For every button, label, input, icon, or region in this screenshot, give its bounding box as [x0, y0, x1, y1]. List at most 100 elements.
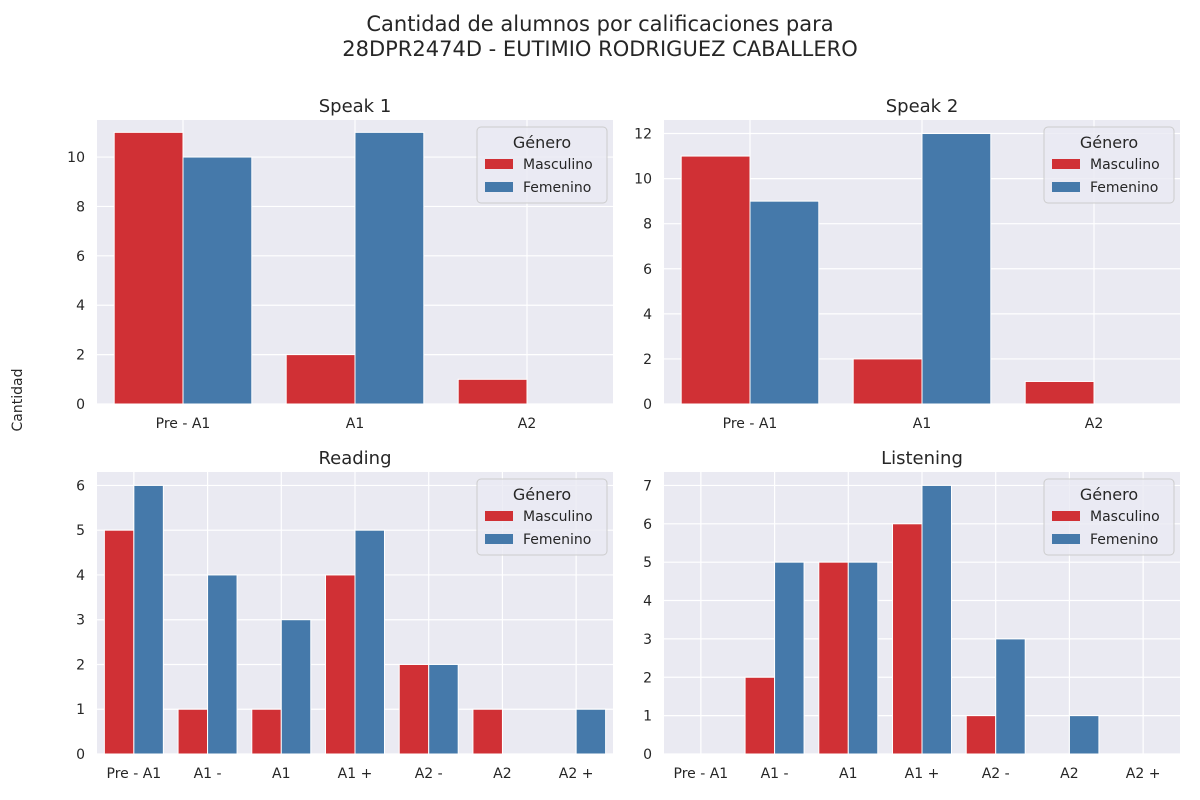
bar-femenino-a2: [575, 708, 607, 755]
legend-label-masculino: Masculino: [523, 157, 593, 173]
legend-title: Género: [513, 133, 571, 152]
y-tick-label: 3: [643, 632, 652, 648]
bar-femenino-a1: [921, 484, 952, 755]
legend-swatch-femenino: [1052, 534, 1080, 544]
legend-label-masculino: Masculino: [1090, 157, 1160, 173]
y-tick-label: 4: [76, 298, 85, 314]
x-tick-label: A2 -: [415, 766, 443, 782]
bar-masculino-a1: [325, 574, 356, 755]
bar-femenino-a1: [921, 133, 992, 405]
y-tick-label: 0: [643, 397, 652, 413]
bar-masculino-a1: [251, 708, 282, 755]
bar-masculino-a1: [285, 354, 356, 405]
bar-masculino-a1: [818, 561, 849, 755]
y-tick-label: 4: [643, 594, 652, 610]
x-tick-label: A2 +: [1126, 766, 1161, 782]
bar-femenino-a1: [847, 561, 879, 755]
y-tick-label: 0: [76, 397, 85, 413]
chart-panel-speak-2: 0 2 4 6 8 10 12 Pre - A1 A1 A2 Speak 2 Género Mascul…: [634, 96, 1180, 432]
legend-title: Género: [1080, 485, 1138, 504]
panel-title: Speak 1: [319, 96, 392, 117]
legend-swatch-masculino: [485, 159, 513, 169]
y-tick-label: 12: [634, 127, 652, 143]
bar-femenino-a2: [995, 638, 1026, 755]
x-tick-label: A1: [272, 766, 290, 782]
x-tick-label: A2: [518, 416, 536, 432]
y-tick-label: 10: [67, 150, 85, 166]
y-tick-label: 0: [643, 747, 652, 763]
x-tick-label: A2 -: [982, 766, 1010, 782]
bar-masculino-pre-a1: [113, 131, 184, 405]
y-tick-label: 0: [76, 747, 85, 763]
legend-label-femenino: Femenino: [1090, 532, 1158, 548]
legend-label-femenino: Femenino: [523, 180, 591, 196]
bar-femenino-a1: [354, 529, 385, 755]
x-tick-label: A1: [839, 766, 857, 782]
legend: Género Masculino Femenino: [1043, 126, 1175, 204]
y-tick-label: 4: [643, 307, 652, 323]
legend-label-masculino: Masculino: [523, 509, 593, 525]
bar-femenino-a1: [354, 131, 425, 405]
legend-swatch-masculino: [1052, 511, 1080, 521]
y-tick-label: 10: [634, 172, 652, 188]
legend-label-masculino: Masculino: [1090, 509, 1160, 525]
bar-masculino-a1: [852, 358, 923, 405]
figure-title-line-2: 28DPR2474D - EUTIMIO RODRIGUEZ CABALLERO: [342, 37, 858, 61]
x-tick-label: A2 +: [559, 766, 594, 782]
chart-panel-speak-1: 0 2 4 6 8 10 Pre - A1 A1 A2 Speak 1 Género Masculin…: [67, 96, 613, 432]
legend-label-femenino: Femenino: [523, 532, 591, 548]
y-tick-label: 3: [76, 613, 85, 629]
bar-masculino-pre-a1: [680, 155, 751, 405]
x-tick-label: A2: [1085, 416, 1103, 432]
bar-masculino-a2: [965, 715, 997, 755]
legend-swatch-femenino: [1052, 182, 1080, 192]
x-tick-label: A1 +: [338, 766, 373, 782]
y-tick-label: 2: [643, 670, 652, 686]
y-tick-label: 2: [76, 657, 85, 673]
y-tick-label: 7: [643, 478, 652, 494]
x-tick-label: A1: [913, 416, 931, 432]
y-tick-label: 8: [76, 199, 85, 215]
x-tick-label: Pre - A1: [156, 416, 211, 432]
y-tick-label: 6: [76, 478, 85, 494]
bar-masculino-a2: [457, 378, 528, 405]
bar-masculino-a1: [177, 708, 209, 755]
legend-swatch-femenino: [485, 182, 513, 192]
panel-title: Listening: [881, 448, 963, 469]
x-tick-label: A1 -: [761, 766, 789, 782]
x-tick-label: A2: [1060, 766, 1078, 782]
y-tick-label: 2: [76, 348, 85, 364]
bar-femenino-pre-a1: [182, 156, 253, 405]
y-tick-label: 6: [643, 517, 652, 533]
legend-label-femenino: Femenino: [1090, 180, 1158, 196]
figure-title: Cantidad de alumnos por calificaciones p…: [0, 12, 1200, 62]
bar-femenino-a1: [207, 574, 238, 755]
panel-title: Reading: [318, 448, 391, 469]
bar-masculino-a1: [744, 676, 776, 755]
legend: Género Masculino Femenino: [476, 478, 608, 556]
bar-masculino-a1: [892, 523, 923, 755]
panel-title: Speak 2: [886, 96, 959, 117]
chart-panel-listening: 0 1 2 3 4 5 6 7 Pre - A1 A1 - A1 A1 + A2 - A2 A2 + List…: [643, 448, 1180, 782]
x-tick-label: Pre - A1: [107, 766, 162, 782]
y-tick-label: 5: [76, 523, 85, 539]
x-tick-label: A1 -: [194, 766, 222, 782]
chart-panel-reading: 0 1 2 3 4 5 6 Pre - A1 A1 - A1 A1 + A2 - A2 A2 + Readi…: [76, 448, 613, 782]
legend: Género Masculino Femenino: [476, 126, 608, 204]
bar-femenino-a1: [280, 619, 312, 755]
y-tick-label: 5: [643, 555, 652, 571]
y-tick-label: 2: [643, 352, 652, 368]
y-tick-label: 4: [76, 568, 85, 584]
x-tick-label: Pre - A1: [674, 766, 729, 782]
y-tick-label: 6: [643, 262, 652, 278]
bar-masculino-a2: [472, 708, 503, 755]
legend-title: Género: [513, 485, 571, 504]
y-tick-label: 8: [643, 217, 652, 233]
x-tick-label: A2: [493, 766, 511, 782]
bar-femenino-a2: [1068, 715, 1100, 755]
figure-title-line-1: Cantidad de alumnos por calificaciones p…: [366, 12, 834, 36]
y-tick-label: 1: [643, 709, 652, 725]
y-tick-label: 6: [76, 249, 85, 265]
bar-masculino-pre-a1: [103, 529, 135, 755]
